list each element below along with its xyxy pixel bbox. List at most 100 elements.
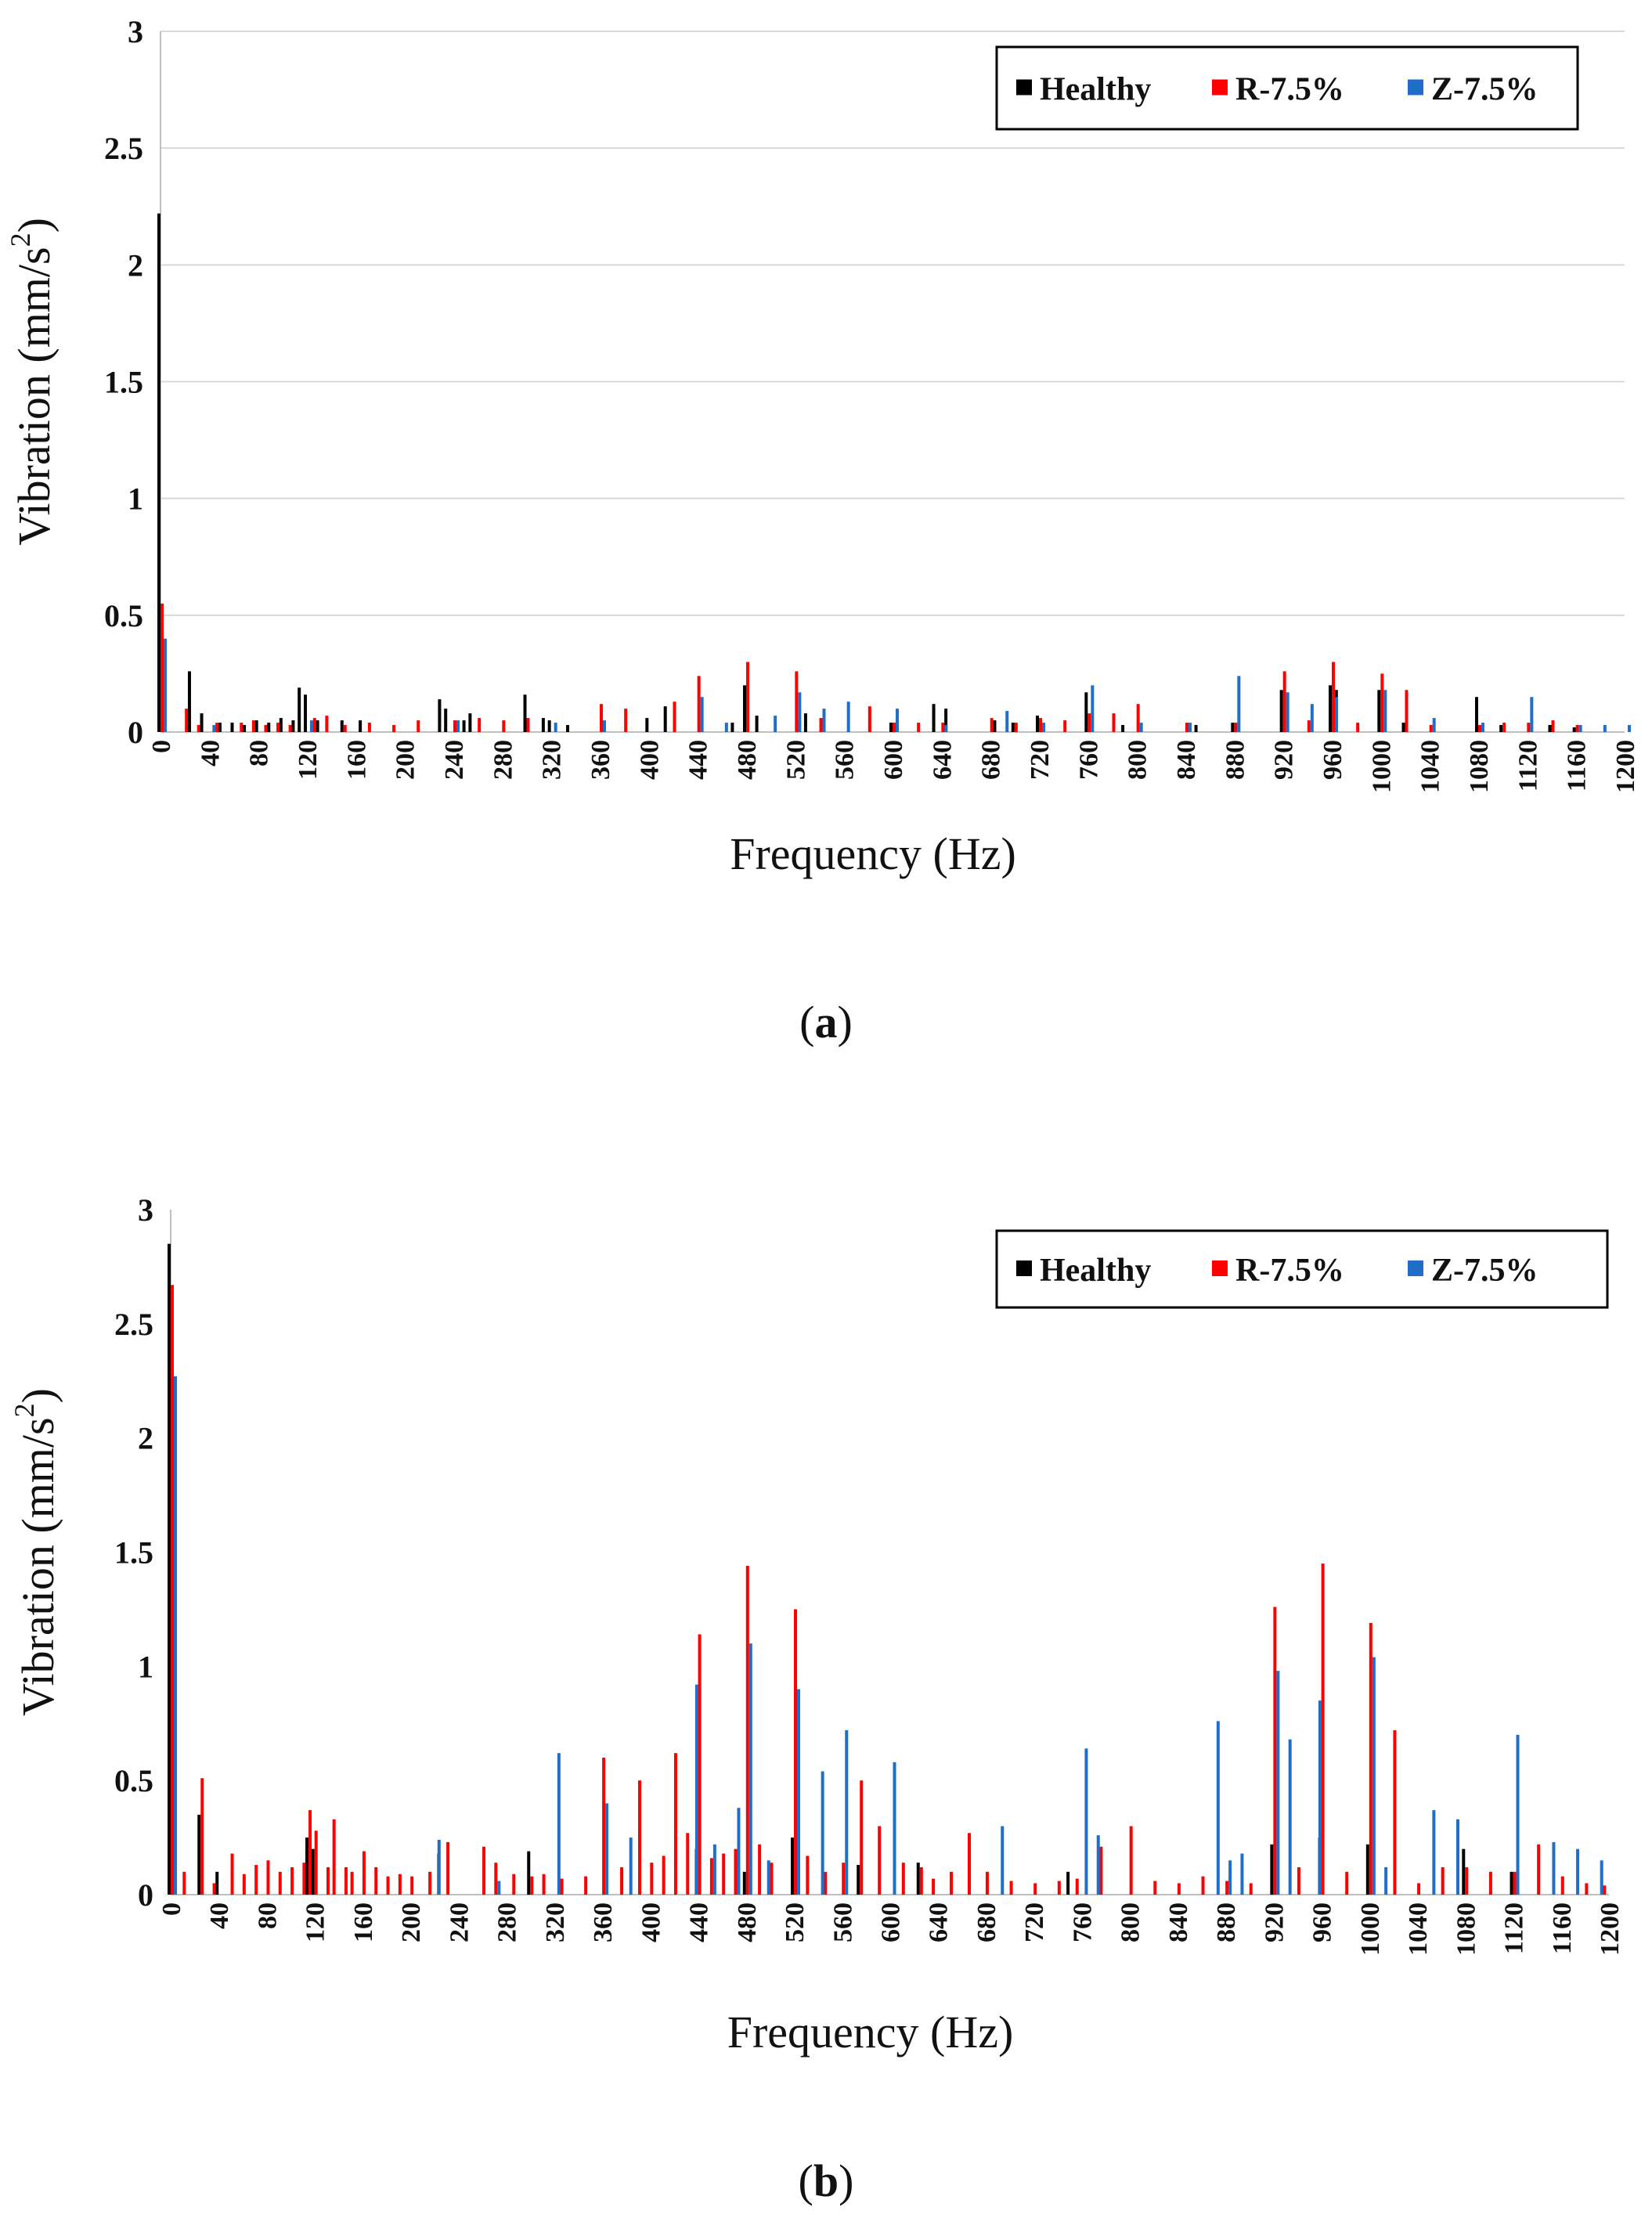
bar-r-7-5 (197, 725, 200, 732)
bar-r-7-5 (288, 725, 292, 732)
bar-z-7-5 (1481, 723, 1484, 732)
y-axis-title-tail: ) (9, 218, 60, 233)
bar-r-7-5 (502, 720, 506, 732)
bar-r-7-5 (290, 1867, 294, 1895)
legend-label: Healthy (1040, 1253, 1151, 1289)
bar-healthy (932, 704, 936, 732)
bar-z-7-5 (1318, 1700, 1322, 1895)
bar-healthy (218, 723, 222, 732)
y-tick-label: 3 (138, 1192, 153, 1228)
bar-z-7-5 (896, 709, 899, 732)
bar-r-7-5 (600, 704, 603, 732)
bar-healthy (215, 1871, 219, 1895)
bar-r-7-5 (795, 671, 799, 732)
bar-z-7-5 (557, 1753, 561, 1895)
bar-r-7-5 (494, 1863, 498, 1895)
bar-r-7-5 (878, 1826, 882, 1895)
bar-r-7-5 (1185, 723, 1189, 732)
x-tick-label: 40 (205, 1902, 234, 1929)
bar-z-7-5 (1096, 1835, 1100, 1895)
x-tick-label: 1040 (1404, 1902, 1433, 1956)
bar-r-7-5 (242, 1874, 246, 1895)
bar-z-7-5 (1372, 1657, 1376, 1895)
bar-z-7-5 (1516, 1734, 1520, 1895)
bar-r-7-5 (302, 1863, 306, 1895)
bar-r-7-5 (482, 1846, 486, 1895)
bar-r-7-5 (276, 723, 280, 732)
bar-healthy (1231, 723, 1235, 732)
bar-healthy (742, 1871, 746, 1895)
x-tick-label: 40 (196, 740, 225, 766)
y-tick-label: 0.5 (114, 1763, 153, 1798)
bar-r-7-5 (398, 1874, 402, 1895)
bar-r-7-5 (1033, 1883, 1037, 1895)
bar-healthy (157, 213, 161, 732)
bar-r-7-5 (1177, 1883, 1181, 1895)
bar-r-7-5 (985, 1871, 989, 1895)
caption-close-paren: ) (838, 997, 853, 1048)
x-tick-label: 520 (781, 740, 810, 780)
y-axis-title-main: Vibration (mm/s (13, 1417, 63, 1716)
y-tick-label: 1 (138, 1649, 153, 1684)
x-tick-label: 160 (342, 740, 371, 780)
x-tick-label: 400 (637, 1902, 665, 1942)
bar-z-7-5 (944, 725, 948, 732)
x-tick-label: 120 (301, 1902, 330, 1942)
bar-r-7-5 (530, 1876, 534, 1895)
bar-r-7-5 (673, 701, 676, 732)
bar-z-7-5 (1042, 723, 1045, 732)
x-tick-label: 240 (445, 1902, 474, 1942)
bar-healthy (279, 718, 283, 732)
bar-z-7-5 (1578, 725, 1582, 732)
x-tick-label: 480 (733, 740, 762, 780)
bar-healthy (743, 685, 746, 732)
bar-healthy (1279, 690, 1283, 732)
bar-r-7-5 (367, 723, 371, 732)
bar-r-7-5 (374, 1867, 378, 1895)
bar-r-7-5 (560, 1878, 564, 1895)
bar-z-7-5 (748, 1643, 752, 1895)
bar-r-7-5 (673, 1753, 677, 1895)
bar-r-7-5 (842, 1863, 846, 1895)
x-tick-label: 0 (147, 740, 176, 753)
bar-r-7-5 (278, 1871, 282, 1895)
bar-healthy (1401, 723, 1405, 732)
y-axis-title: Vibration (mm/s2) (9, 1388, 63, 1716)
bar-r-7-5 (650, 1863, 654, 1895)
x-tick-label: 120 (294, 740, 323, 780)
legend: Healthy R-7.5% Z-7.5% (995, 45, 1579, 131)
bar-r-7-5 (325, 716, 329, 732)
bar-z-7-5 (554, 723, 557, 732)
bar-healthy (645, 718, 649, 732)
bar-r-7-5 (932, 1878, 936, 1895)
caption-letter: a (815, 997, 838, 1048)
bar-r-7-5 (1063, 720, 1067, 732)
x-tick-label: 560 (831, 740, 860, 780)
bar-healthy (1066, 1871, 1070, 1895)
bar-r-7-5 (746, 662, 749, 732)
bar-z-7-5 (605, 1803, 609, 1895)
bar-r-7-5 (542, 1874, 546, 1895)
bar-healthy (993, 720, 997, 732)
bar-r-7-5 (264, 725, 268, 732)
bar-r-7-5 (182, 1871, 186, 1895)
bar-r-7-5 (362, 1851, 366, 1895)
x-tick-label: 760 (1068, 1902, 1097, 1942)
caption-open-paren: ( (799, 2155, 813, 2206)
bar-z-7-5 (1383, 690, 1387, 732)
bar-r-7-5 (308, 1810, 312, 1895)
bar-healthy (857, 1865, 860, 1895)
bar-r-7-5 (446, 1841, 450, 1895)
x-tick-label: 720 (1020, 1902, 1049, 1942)
bar-r-7-5 (620, 1867, 624, 1895)
bar-z-7-5 (1276, 1671, 1280, 1895)
y-tick-label: 1.5 (104, 365, 143, 400)
bar-z-7-5 (1286, 692, 1289, 732)
bar-z-7-5 (821, 1771, 824, 1895)
caption-open-paren: ( (799, 997, 814, 1048)
bar-r-7-5 (254, 1865, 258, 1895)
bar-healthy (311, 1848, 315, 1895)
bar-healthy (304, 694, 307, 732)
bar-z-7-5 (1005, 711, 1009, 732)
bar-healthy (444, 709, 448, 732)
